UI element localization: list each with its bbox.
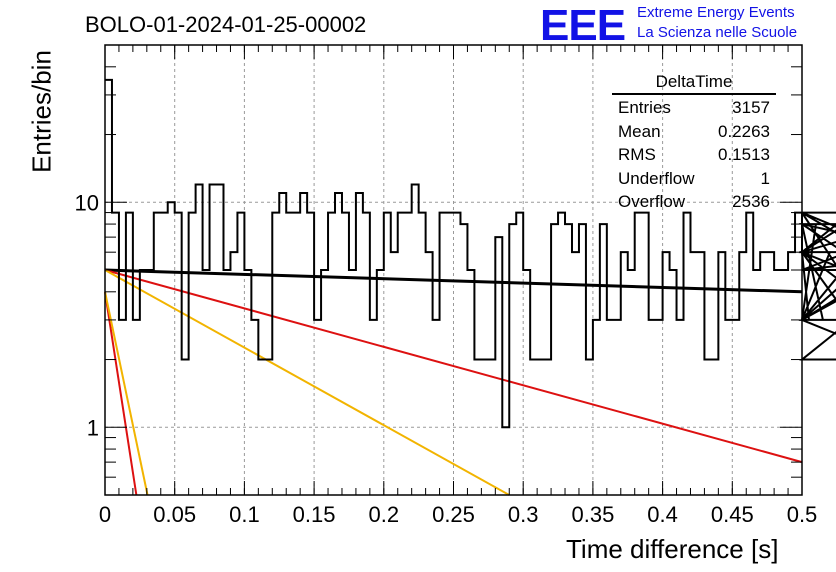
stats-value: 1: [760, 168, 770, 188]
x-tick-label: 0.25: [432, 502, 475, 527]
stats-label: Overflow: [618, 192, 686, 211]
eee-logo: EEE: [540, 1, 626, 50]
stats-row-underflow: Underflow 1: [612, 167, 776, 191]
x-tick-label: 0.5: [787, 502, 818, 527]
x-tick-label: 0.1: [229, 502, 260, 527]
stats-title: DeltaTime: [612, 72, 776, 95]
x-tick-label: 0.05: [153, 502, 196, 527]
fit-line-yellow: [104, 269, 510, 496]
plot-title: BOLO-01-2024-01-25-00002: [85, 12, 367, 37]
fit-line-black: [104, 268, 803, 294]
stats-row-overflow: Overflow 2536: [612, 190, 776, 214]
fit-line-yellow: [104, 291, 149, 496]
stats-row-rms: RMS 0.1513: [612, 143, 776, 167]
x-tick-label: 0.15: [293, 502, 336, 527]
x-tick-label: 0.45: [711, 502, 754, 527]
y-axis-label: Entries/bin: [26, 50, 57, 173]
x-tick-label: 0.4: [647, 502, 678, 527]
logo-subtitle-line1: Extreme Energy Events: [637, 4, 795, 21]
x-axis-label: Time difference [s]: [566, 534, 779, 564]
y-axis-tick-labels: 1 10: [75, 190, 99, 440]
stats-row-mean: Mean 0.2263: [612, 120, 776, 144]
y-tick-label: 1: [87, 415, 99, 440]
stats-value: 3157: [732, 98, 770, 117]
axis-ticks: [104, 44, 803, 496]
fit-line-red: [104, 291, 138, 496]
stats-row-entries: Entries 3157: [612, 96, 776, 120]
fit-lines: [104, 268, 803, 496]
x-tick-label: 0.35: [571, 502, 614, 527]
fit-line-red: [104, 269, 803, 464]
stats-value: 2536: [732, 192, 770, 211]
x-tick-label: 0: [99, 502, 111, 527]
y-tick-label: 10: [75, 190, 99, 215]
x-axis-tick-labels: 0 0.05 0.1 0.15 0.2 0.25 0.3 0.35 0.4 0.45 0.5: [99, 502, 817, 527]
stats-label: Mean: [618, 121, 661, 141]
logo-subtitle-line2: La Scienza nelle Scuole: [637, 24, 798, 41]
x-tick-label: 0.2: [369, 502, 400, 527]
stats-box: DeltaTime Entries 3157 Mean 0.2263 RMS 0…: [612, 72, 776, 214]
stats-value: 0.2263: [718, 121, 770, 141]
stats-label: Underflow: [618, 168, 695, 188]
stats-label: RMS: [618, 145, 656, 164]
x-tick-label: 0.3: [508, 502, 539, 527]
stats-label: Entries: [618, 98, 671, 117]
stats-value: 0.1513: [718, 145, 770, 164]
